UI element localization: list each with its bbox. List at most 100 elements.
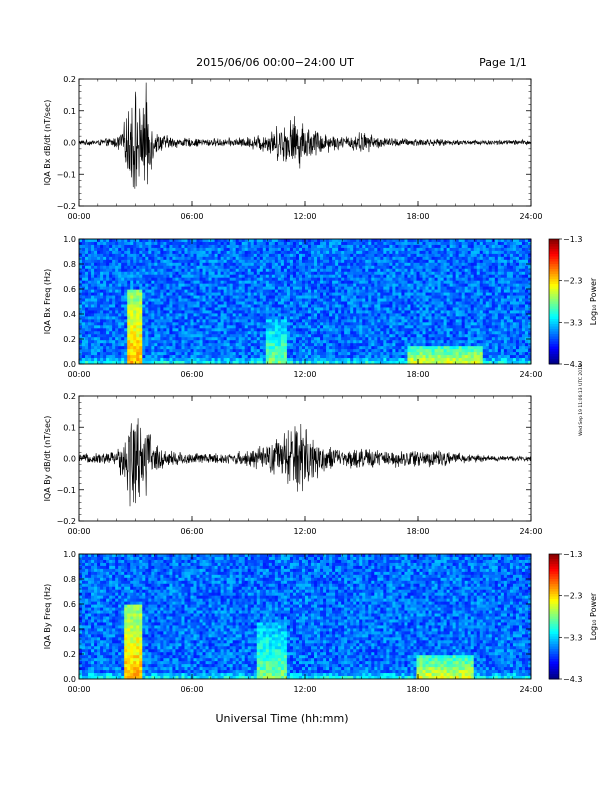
heat-cell	[130, 331, 134, 335]
heat-cell	[187, 349, 191, 353]
heat-cell	[365, 265, 369, 270]
heat-cell	[335, 337, 339, 341]
heat-cell	[253, 337, 258, 341]
heat-cell	[124, 289, 128, 293]
heat-cell	[193, 358, 197, 362]
heat-cell	[389, 289, 393, 293]
heat-cell	[205, 325, 209, 329]
heat-cell	[172, 259, 176, 264]
heat-cell	[241, 319, 246, 323]
heat-cell	[136, 328, 140, 332]
heat-cell	[205, 352, 209, 356]
heat-cell	[317, 313, 321, 317]
heat-cell	[308, 265, 312, 270]
heat-cell	[172, 289, 176, 293]
heat-cell	[172, 244, 176, 249]
heat-cell	[118, 307, 122, 311]
heat-cell	[139, 280, 143, 285]
heat-cell	[305, 316, 309, 320]
heat-cell	[85, 316, 89, 320]
heat-cell	[311, 247, 315, 252]
heat-cell	[253, 319, 258, 323]
heat-cell	[338, 295, 342, 299]
heat-cell	[139, 322, 143, 326]
heat-cell	[157, 331, 161, 335]
heat-cell	[211, 304, 215, 308]
heat-cell	[317, 301, 321, 305]
heat-cell	[88, 274, 92, 279]
heat-cell	[256, 265, 261, 270]
heat-cell	[112, 337, 116, 341]
heat-cell	[133, 328, 137, 332]
heat-cell	[79, 286, 83, 290]
heat-cell	[413, 343, 417, 347]
heat-cell	[124, 241, 128, 246]
heat-cell	[407, 331, 411, 335]
heat-cell	[410, 253, 414, 258]
heat-cell	[142, 355, 146, 359]
heat-cell	[124, 316, 128, 320]
heat-cell	[97, 355, 101, 359]
heat-cell	[97, 352, 101, 356]
heat-cell	[356, 250, 360, 255]
heat-cell	[94, 250, 98, 255]
heat-cell	[311, 250, 315, 255]
heat-cell	[329, 253, 333, 258]
heat-cell	[353, 301, 357, 305]
heat-cell	[100, 325, 104, 329]
heat-cell	[118, 337, 122, 341]
heat-cell	[292, 268, 297, 273]
heat-cell	[401, 355, 405, 359]
heat-cell	[365, 241, 369, 246]
heat-cell	[226, 253, 231, 258]
heat-cell	[130, 304, 134, 308]
heat-cell	[386, 310, 390, 314]
heat-cell	[265, 310, 270, 314]
heat-cell	[362, 250, 366, 255]
heat-cell	[419, 334, 423, 338]
heat-cell	[389, 331, 393, 335]
heat-cell	[253, 268, 258, 273]
heat-cell	[121, 337, 125, 341]
heat-cell	[226, 268, 231, 273]
heat-cell	[172, 331, 176, 335]
heat-cell	[329, 289, 333, 293]
heat-cell	[196, 253, 200, 258]
heat-cell	[292, 349, 297, 353]
heat-cell	[190, 316, 194, 320]
heat-cell	[148, 322, 152, 326]
heat-cell	[169, 301, 173, 305]
heat-cell	[320, 295, 324, 299]
heat-cell	[244, 337, 249, 341]
heat-cell	[220, 259, 225, 264]
heat-cell	[97, 292, 101, 296]
heat-cell	[103, 343, 107, 347]
heat-cell	[121, 358, 125, 362]
heat-cell	[305, 286, 309, 290]
heat-cell	[362, 289, 366, 293]
heat-cell	[211, 346, 215, 350]
heat-cell	[244, 256, 249, 261]
heat-cell	[163, 262, 167, 267]
heat-cell	[368, 304, 372, 308]
heat-cell	[377, 352, 381, 356]
heat-cell	[256, 262, 261, 267]
heat-cell	[286, 298, 291, 302]
heat-cell	[274, 286, 279, 290]
heat-cell	[169, 319, 173, 323]
heat-cell	[350, 239, 354, 243]
heat-cell	[314, 346, 318, 350]
heat-cell	[82, 271, 86, 276]
heat-cell	[311, 340, 315, 344]
heat-cell	[410, 352, 414, 356]
heat-cell	[259, 325, 264, 329]
heat-cell	[97, 349, 101, 353]
y-ticks-0: 0.20.10.0−0.1−0.2	[57, 75, 531, 211]
heat-cell	[82, 295, 86, 299]
heat-cell	[139, 239, 143, 243]
heat-cell	[88, 316, 92, 320]
heat-cell	[362, 328, 366, 332]
heat-cell	[226, 352, 231, 356]
heat-cell	[223, 292, 228, 296]
heat-cell	[118, 250, 122, 255]
